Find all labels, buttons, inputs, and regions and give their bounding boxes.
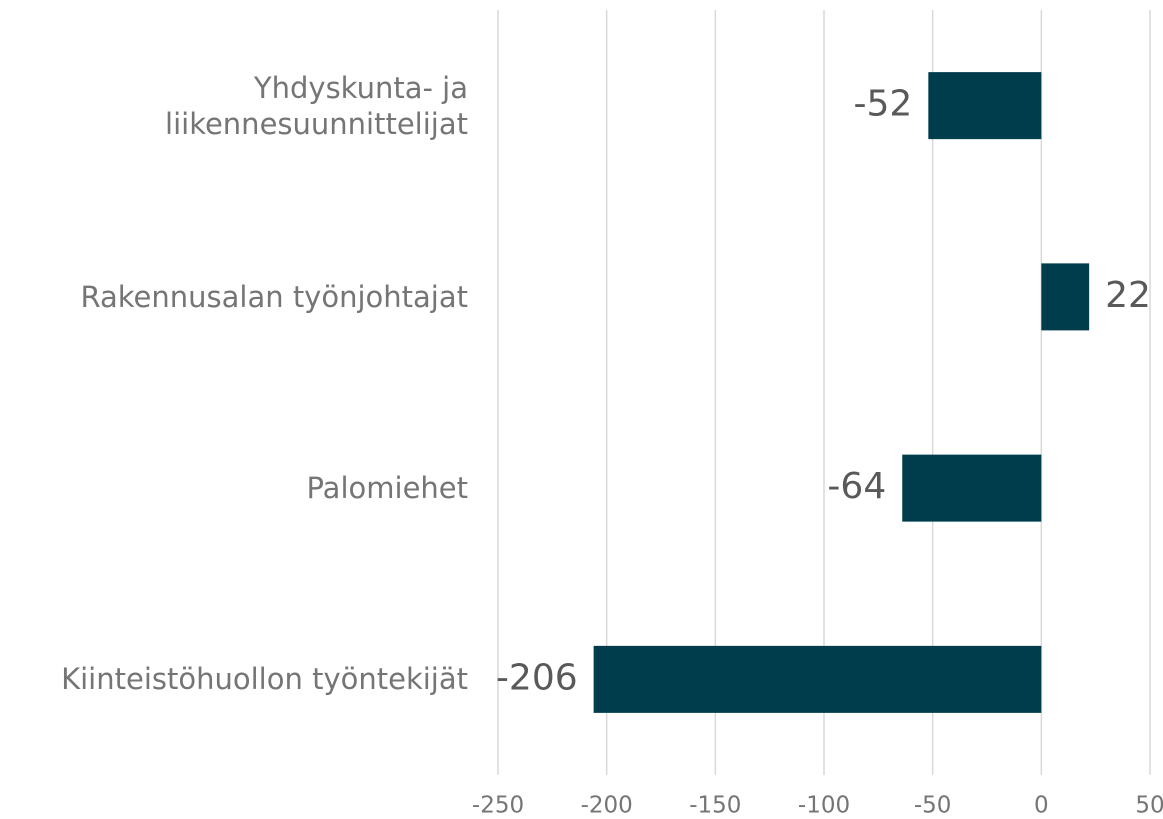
- x-tick-label: -100: [798, 793, 850, 819]
- x-tick-label: 50: [1135, 793, 1163, 819]
- value-label: -206: [496, 657, 578, 698]
- bar: [928, 72, 1042, 140]
- bar: [593, 645, 1042, 713]
- x-tick-label: -250: [472, 793, 524, 819]
- x-tick-label: -150: [689, 793, 741, 819]
- y-tick-label: Palomiehet: [306, 471, 469, 506]
- x-tick-label: -200: [581, 793, 633, 819]
- x-tick-label: 0: [1034, 793, 1049, 819]
- y-tick-label: Kiinteistöhuollon työntekijät: [61, 662, 468, 697]
- value-label: -52: [854, 84, 913, 125]
- value-label: 22: [1105, 275, 1151, 316]
- bar: [1041, 263, 1090, 331]
- y-tick-label: Yhdyskunta- ja liikennesuunnittelijat: [165, 70, 468, 141]
- y-tick-label: Rakennusalan työnjohtajat: [80, 279, 468, 314]
- x-tick-label: -50: [914, 793, 952, 819]
- bar: [902, 454, 1042, 522]
- value-label: -64: [827, 466, 886, 507]
